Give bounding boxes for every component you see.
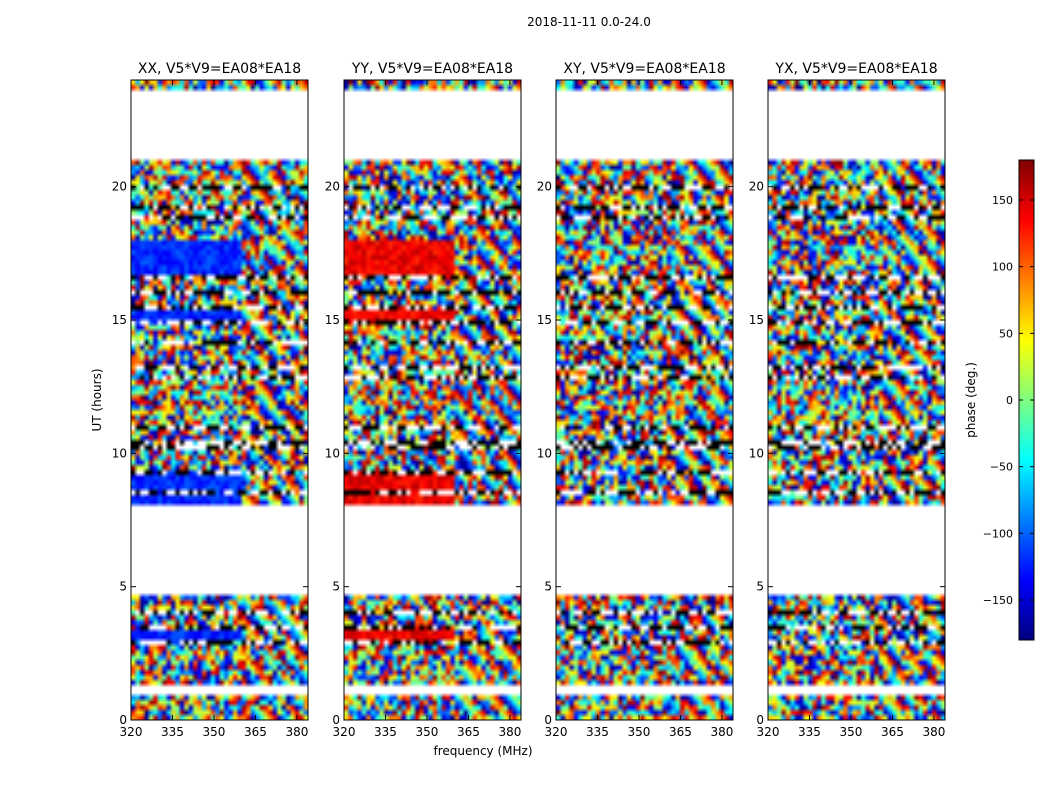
y-tick-label: 10 [325, 446, 340, 460]
x-tick-label: 365 [244, 725, 267, 739]
panel-frame-yy [343, 79, 522, 721]
x-tick-label: 335 [161, 725, 184, 739]
x-tick-label: 380 [710, 725, 733, 739]
colorbar-label: phase (deg.) [964, 362, 978, 438]
y-tick-label: 0 [119, 713, 127, 727]
panels: XX, V5*V9=EA08*EA18 320 335 350 365 380 0 5 10 15… [112, 61, 946, 739]
y-axis-label: UT (hours) [90, 368, 104, 431]
y-tick-label: 20 [749, 180, 764, 194]
x-tick-label: 335 [374, 725, 397, 739]
figure-suptitle: 2018-11-11 0.0-24.0 [527, 15, 651, 29]
y-tick-label: 20 [537, 180, 552, 194]
y-tick-label: 10 [749, 446, 764, 460]
colorbar-tick-label: −100 [983, 527, 1013, 540]
x-axis-label: frequency (MHz) [433, 744, 532, 758]
y-tick-label: 10 [112, 446, 127, 460]
colorbar-tick-label: −150 [983, 594, 1013, 607]
y-tick-label: 10 [537, 446, 552, 460]
panel-title-yx: YX, V5*V9=EA08*EA18 [774, 61, 937, 77]
y-tick-label: 0 [756, 713, 764, 727]
x-tick-label: 350 [203, 725, 226, 739]
x-tick-label: 365 [881, 725, 904, 739]
heatmap-xy [556, 80, 733, 720]
panel-yx: YX, V5*V9=EA08*EA18 320 335 350 365 380 0 5 10 15… [749, 61, 946, 739]
x-tick-label: 320 [545, 725, 568, 739]
panel-title-xx: XX, V5*V9=EA08*EA18 [138, 61, 301, 77]
y-tick-label: 20 [112, 180, 127, 194]
heatmap-yx [768, 80, 945, 720]
y-tick-label: 5 [756, 580, 764, 594]
x-tick-label: 335 [586, 725, 609, 739]
panel-yy: YY, V5*V9=EA08*EA18 320 335 350 365 380 0 5 10 15… [325, 61, 522, 739]
heatmap-xx [131, 80, 308, 720]
panel-xx: XX, V5*V9=EA08*EA18 320 335 350 365 380 0 5 10 15… [112, 61, 309, 739]
y-tick-label: 0 [332, 713, 340, 727]
panel-title-yy: YY, V5*V9=EA08*EA18 [351, 61, 513, 77]
x-tick-label: 365 [457, 725, 480, 739]
x-tick-label: 380 [285, 725, 308, 739]
heatmap-yy [344, 80, 521, 720]
y-tick-label: 15 [749, 313, 764, 327]
x-tick-label: 350 [628, 725, 651, 739]
y-tick-label: 20 [325, 180, 340, 194]
y-tick-label: 5 [544, 580, 552, 594]
colorbar-ticks: 150 100 50 0 −50 −100 −150 [983, 194, 1034, 607]
y-tick-label: 5 [332, 580, 340, 594]
x-tick-label: 350 [416, 725, 439, 739]
panel-frame-yx [767, 79, 946, 721]
x-tick-label: 380 [922, 725, 945, 739]
colorbar-tick-label: −50 [990, 461, 1013, 474]
colorbar-tick-label: 100 [992, 261, 1013, 274]
colorbar-tick-label: 50 [999, 327, 1013, 340]
panel-frame-xy [555, 79, 734, 721]
x-tick-label: 335 [798, 725, 821, 739]
x-tick-label: 320 [120, 725, 143, 739]
colorbar-tick-label: 0 [1006, 394, 1013, 407]
y-tick-label: 15 [112, 313, 127, 327]
panel-frame-xx [130, 79, 309, 721]
y-tick-label: 15 [537, 313, 552, 327]
x-tick-label: 320 [333, 725, 356, 739]
x-tick-label: 350 [840, 725, 863, 739]
colorbar: 150 100 50 0 −50 −100 −150 phase (deg.) [964, 159, 1035, 641]
y-tick-label: 5 [119, 580, 127, 594]
x-tick-label: 320 [757, 725, 780, 739]
y-tick-label: 0 [544, 713, 552, 727]
x-tick-label: 380 [498, 725, 521, 739]
panel-title-xy: XY, V5*V9=EA08*EA18 [563, 61, 725, 77]
y-tick-label: 15 [325, 313, 340, 327]
x-tick-label: 365 [669, 725, 692, 739]
panel-xy: XY, V5*V9=EA08*EA18 320 335 350 365 380 0 5 10 15… [537, 61, 734, 739]
colorbar-tick-label: 150 [992, 194, 1013, 207]
